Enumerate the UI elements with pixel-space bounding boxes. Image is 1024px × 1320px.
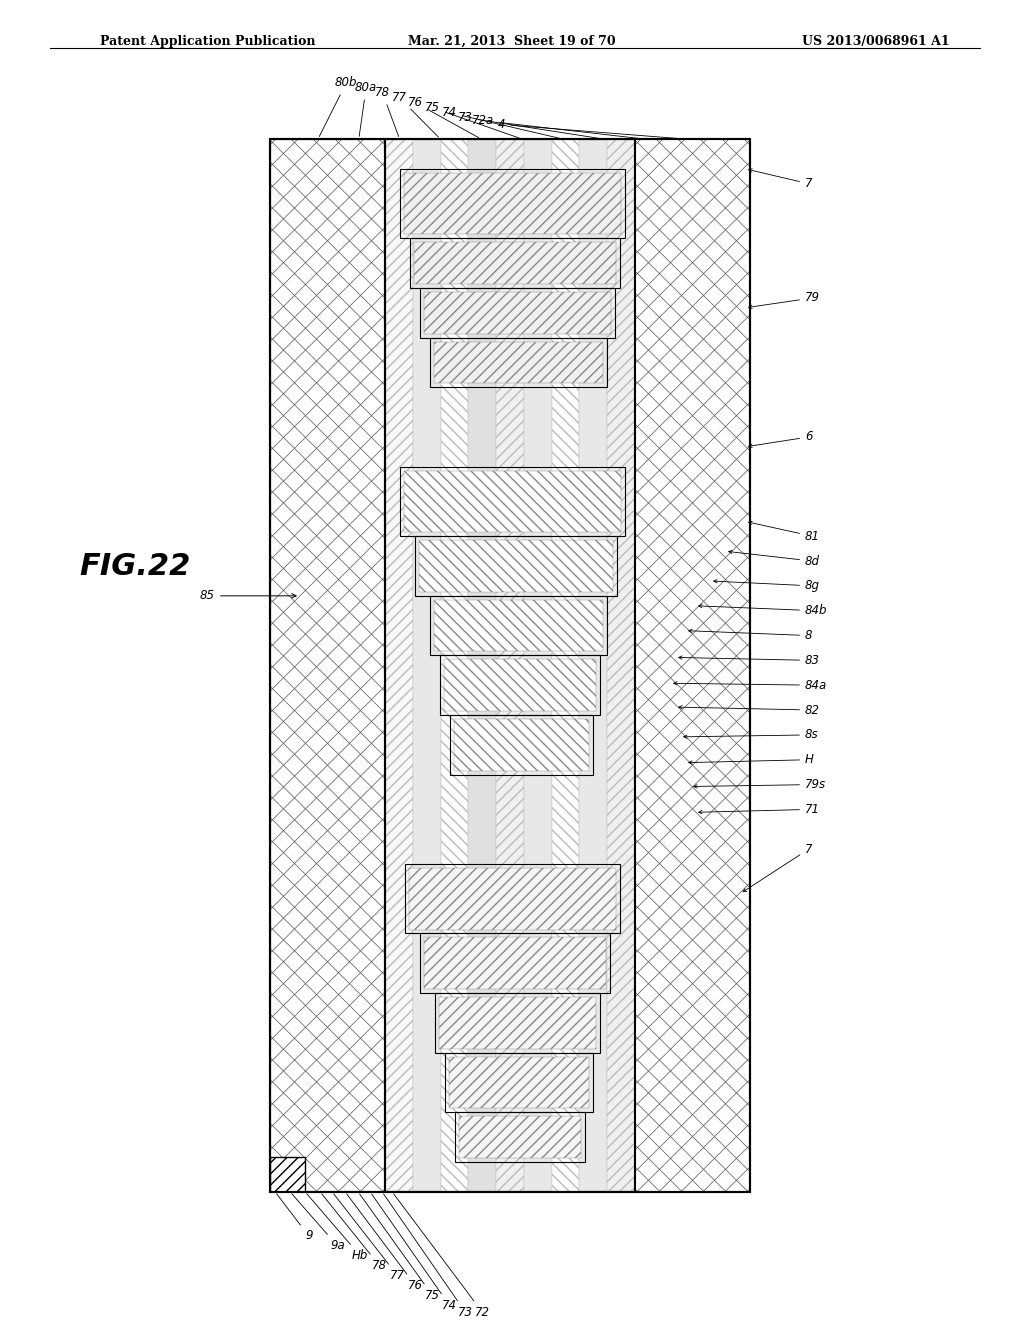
Polygon shape [0, 0, 1024, 139]
Bar [413, 139, 440, 1192]
Text: Hb: Hb [307, 1193, 369, 1262]
Bar [270, 1156, 305, 1192]
Bar [270, 139, 385, 1192]
Bar [385, 139, 413, 1192]
Text: 84b: 84b [698, 605, 827, 618]
Bar [449, 1056, 589, 1109]
Text: 78: 78 [322, 1193, 387, 1272]
Bar [270, 139, 750, 1192]
Text: 4: 4 [498, 117, 682, 139]
Bar [430, 595, 607, 656]
Text: H: H [689, 754, 814, 766]
Text: 85: 85 [200, 589, 296, 602]
Text: 76: 76 [408, 96, 479, 137]
Text: 8: 8 [689, 630, 812, 642]
Text: 79s: 79s [693, 777, 826, 791]
Polygon shape [750, 0, 1024, 1311]
Bar [459, 1117, 581, 1158]
Polygon shape [0, 0, 1024, 139]
Bar [450, 715, 593, 775]
Bar [524, 139, 552, 1192]
Text: 7: 7 [743, 842, 812, 892]
Bar [414, 243, 616, 284]
Polygon shape [0, 0, 270, 1311]
Bar [435, 993, 600, 1052]
Bar [439, 997, 596, 1048]
Text: 72a: 72a [472, 114, 642, 139]
Text: FIG.22: FIG.22 [79, 552, 190, 581]
Bar [552, 139, 580, 1192]
Bar [400, 169, 625, 239]
Text: 8d: 8d [729, 550, 820, 568]
Bar [455, 1113, 585, 1162]
Bar [607, 139, 635, 1192]
Text: 9a: 9a [292, 1193, 345, 1253]
Bar [434, 599, 603, 652]
Bar [430, 338, 607, 387]
Text: 75: 75 [425, 102, 519, 139]
Bar [580, 139, 607, 1192]
Bar [406, 865, 620, 933]
Bar [440, 139, 468, 1192]
Bar [420, 933, 610, 993]
Bar [385, 139, 635, 1192]
Bar [404, 173, 621, 235]
Text: 6: 6 [749, 430, 812, 447]
Text: 9: 9 [276, 1193, 312, 1242]
Text: 78: 78 [375, 86, 398, 136]
Text: 74: 74 [442, 106, 560, 139]
Bar [444, 660, 596, 711]
Bar [419, 540, 613, 591]
Polygon shape [0, 0, 270, 1311]
Bar [434, 342, 603, 383]
Bar [440, 656, 600, 715]
Bar [409, 869, 616, 929]
Text: Mar. 21, 2013  Sheet 19 of 70: Mar. 21, 2013 Sheet 19 of 70 [409, 34, 615, 48]
Text: 72: 72 [393, 1193, 490, 1319]
Text: 80a: 80a [355, 82, 377, 136]
Text: 7: 7 [749, 169, 812, 190]
Bar [400, 467, 625, 536]
Bar [415, 536, 617, 595]
Text: 82: 82 [679, 704, 820, 717]
Text: 75: 75 [359, 1193, 440, 1302]
Text: 76: 76 [347, 1193, 423, 1292]
Text: 77: 77 [334, 1193, 406, 1282]
Bar [454, 719, 589, 771]
Bar [270, 139, 750, 1192]
Bar [424, 937, 606, 989]
Bar [270, 139, 750, 1192]
Polygon shape [750, 0, 1024, 1311]
Text: US 2013/0068961 A1: US 2013/0068961 A1 [803, 34, 950, 48]
Polygon shape [0, 1192, 1024, 1311]
Text: 73: 73 [458, 111, 601, 139]
Bar [468, 139, 496, 1192]
Text: Patent Application Publication: Patent Application Publication [100, 34, 315, 48]
Text: 83: 83 [679, 653, 820, 667]
Bar [410, 239, 620, 288]
Text: FIG.22: FIG.22 [79, 552, 190, 581]
Text: Patent Application Publication: Patent Application Publication [100, 34, 315, 48]
Bar [424, 292, 611, 334]
Bar [420, 288, 615, 338]
Text: 73: 73 [384, 1195, 473, 1319]
Text: 81: 81 [749, 521, 820, 543]
Text: 79: 79 [749, 292, 820, 309]
Text: Mar. 21, 2013  Sheet 19 of 70: Mar. 21, 2013 Sheet 19 of 70 [409, 34, 615, 48]
Bar [635, 139, 750, 1192]
Text: US 2013/0068961 A1: US 2013/0068961 A1 [803, 34, 950, 48]
Text: 77: 77 [392, 91, 438, 137]
Text: 84a: 84a [674, 678, 827, 692]
Bar [496, 139, 524, 1192]
Text: 71: 71 [698, 803, 820, 816]
Bar [445, 1052, 593, 1113]
Text: 80b: 80b [319, 77, 357, 136]
Polygon shape [0, 1192, 1024, 1311]
Bar [404, 471, 621, 532]
Text: 8s: 8s [684, 729, 818, 742]
Text: 8g: 8g [714, 579, 820, 593]
Bar [270, 139, 385, 1192]
Text: 74: 74 [372, 1195, 457, 1312]
